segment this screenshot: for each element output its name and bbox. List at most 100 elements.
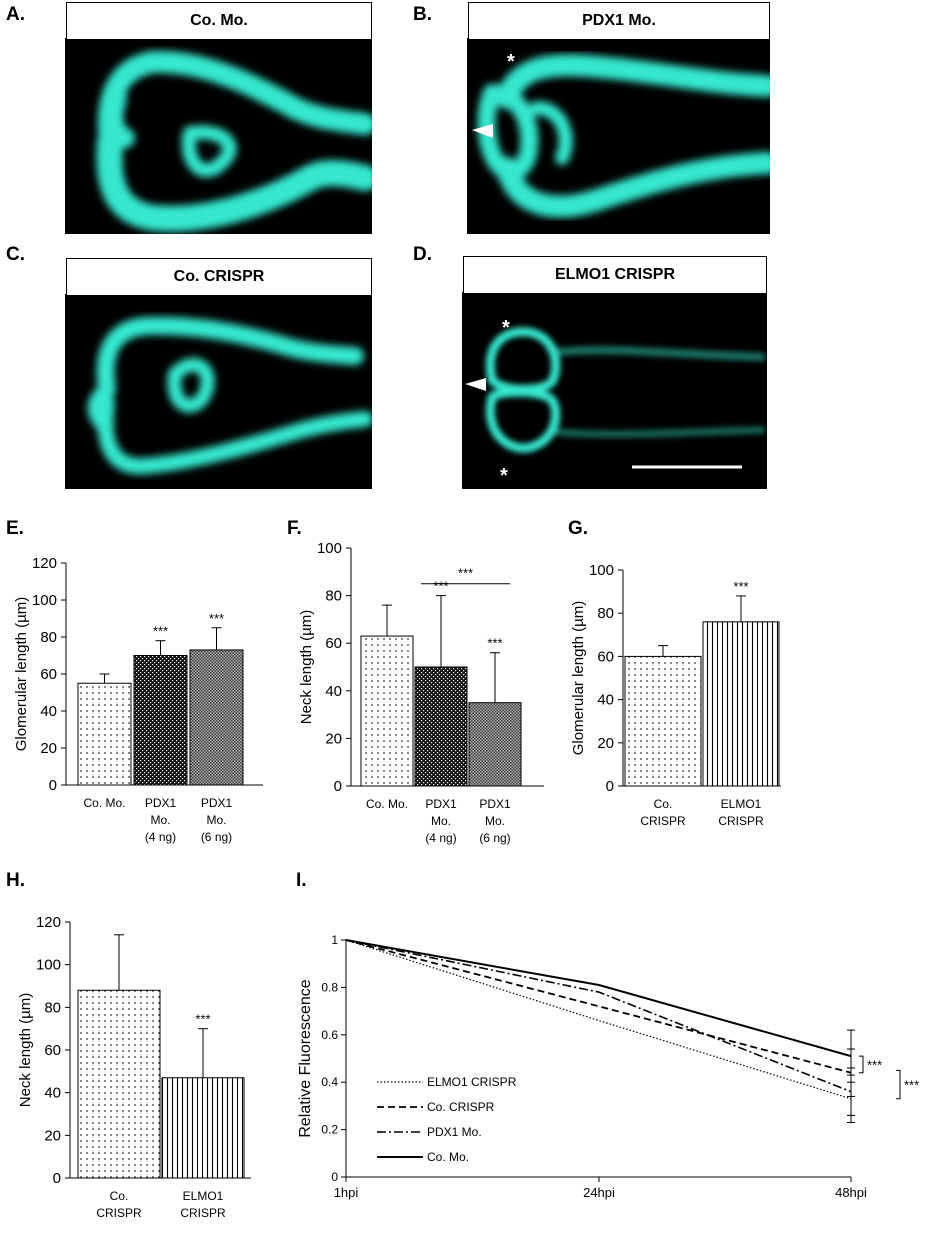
x-tick-label: Mo. — [206, 813, 226, 827]
panel-label-h: H. — [6, 870, 25, 891]
y-tick-label: 100 — [36, 957, 61, 974]
panel-label-i: I. — [296, 870, 307, 891]
y-axis-label: Neck length (µm) — [298, 610, 315, 725]
y-tick-label: 0 — [331, 1170, 338, 1184]
x-tick-label: CRISPR — [640, 814, 686, 828]
y-tick-label: 80 — [325, 588, 342, 605]
y-tick-label: 20 — [325, 730, 342, 747]
x-tick-label: Co. Mo. — [83, 796, 125, 810]
series-line — [345, 939, 852, 1093]
y-axis-label: Neck length (µm) — [17, 993, 34, 1108]
bar — [189, 649, 244, 786]
bar — [77, 989, 161, 1179]
x-tick-label: Mo. — [485, 814, 505, 828]
y-tick-label: 40 — [325, 683, 342, 700]
x-tick-label: CRISPR — [180, 1206, 226, 1220]
x-tick-label: Co. Mo. — [366, 797, 408, 811]
micrograph-b: * — [467, 38, 770, 234]
x-tick-label: Mo. — [431, 814, 451, 828]
series-line — [345, 939, 852, 1074]
panel-label-d: D. — [413, 244, 432, 265]
y-tick-label: 120 — [32, 555, 57, 572]
y-tick-label: 0 — [334, 778, 342, 795]
bar — [77, 682, 132, 786]
title-box-a: Co. Mo. — [66, 2, 372, 40]
panel-label-e: E. — [6, 518, 24, 539]
y-tick-label: 0 — [606, 778, 614, 795]
significance-label: *** — [209, 611, 224, 626]
x-tick-label: (6 ng) — [201, 830, 232, 844]
legend-label: ELMO1 CRISPR — [427, 1075, 517, 1089]
y-tick-label: 60 — [597, 648, 614, 665]
y-tick-label: 100 — [32, 592, 57, 609]
y-tick-label: 100 — [317, 540, 342, 557]
x-tick-label: PDX1 — [425, 797, 457, 811]
bar — [468, 702, 522, 787]
x-tick-label: Mo. — [150, 813, 170, 827]
significance-label: *** — [433, 579, 448, 594]
x-tick-label: Co. — [110, 1189, 129, 1203]
x-tick-label: PDX1 — [479, 797, 511, 811]
y-tick-label: 100 — [589, 562, 614, 579]
x-tick-label: 48hpi — [835, 1185, 867, 1200]
title-box-c: Co. CRISPR — [66, 258, 372, 296]
x-tick-label: (4 ng) — [145, 830, 176, 844]
significance-bracket — [896, 1069, 901, 1100]
x-tick-label: Co. — [654, 797, 673, 811]
x-tick-label: (4 ng) — [425, 831, 456, 845]
y-tick-label: 0.8 — [321, 980, 338, 994]
y-tick-label: 20 — [40, 740, 57, 757]
y-tick-label: 80 — [40, 629, 57, 646]
panel-label-g: G. — [568, 518, 589, 539]
y-tick-label: 20 — [597, 735, 614, 752]
x-tick-label: 1hpi — [334, 1185, 359, 1200]
y-tick-label: 0.2 — [321, 1123, 338, 1137]
title-box-b: PDX1 Mo. — [468, 2, 770, 40]
svg-text:*: * — [500, 465, 508, 487]
legend-label: Co. CRISPR — [427, 1100, 495, 1114]
y-tick-label: 60 — [44, 1042, 61, 1059]
y-tick-label: 120 — [36, 914, 61, 931]
x-tick-label: ELMO1 — [183, 1189, 224, 1203]
chart-i: 0 0.2 0.4 0.6 0.8 1 1hpi 24hpi 48hpi Relative Flu… — [297, 933, 919, 1200]
x-tick-label: (6 ng) — [479, 831, 510, 845]
x-tick-label: PDX1 — [201, 796, 233, 810]
y-axis-label: Glomerular length (µm) — [13, 597, 30, 752]
x-tick-label: PDX1 — [145, 796, 177, 810]
significance-label: *** — [153, 624, 168, 639]
y-tick-label: 0.6 — [321, 1028, 338, 1042]
y-tick-label: 0 — [53, 1170, 61, 1187]
significance-label: *** — [195, 1012, 210, 1027]
y-tick-label: 40 — [40, 703, 57, 720]
title-box-d: ELMO1 CRISPR — [463, 256, 767, 294]
series-line — [345, 939, 852, 1058]
y-tick-label: 20 — [44, 1127, 61, 1144]
panel-label-a: A. — [6, 4, 25, 25]
bar — [161, 1077, 245, 1179]
bar — [133, 655, 188, 786]
y-tick-label: 80 — [597, 605, 614, 622]
y-tick-label: 60 — [325, 635, 342, 652]
chart-h: 0 20 40 60 80 100 120 Neck length (µm) Co. CRISPR… — [17, 914, 251, 1220]
micrograph-d: * * — [462, 292, 767, 489]
y-tick-label: 0.4 — [321, 1075, 338, 1089]
bar — [414, 666, 468, 787]
y-tick-label: 1 — [331, 933, 338, 947]
panel-label-b: B. — [413, 4, 432, 25]
x-tick-label: CRISPR — [718, 814, 764, 828]
y-axis-label: Glomerular length (µm) — [570, 601, 587, 756]
significance-label: *** — [867, 1057, 882, 1072]
bracket-label: *** — [458, 566, 473, 581]
bar — [702, 621, 780, 787]
bar — [624, 655, 702, 787]
significance-bracket — [859, 1055, 864, 1074]
panel-label-c: C. — [6, 244, 25, 265]
chart-g: 0 20 40 60 80 100 Glomerular length (µm) Co. CRI… — [570, 562, 781, 828]
y-tick-label: 40 — [44, 1085, 61, 1102]
bar — [360, 635, 414, 787]
legend-label: Co. Mo. — [427, 1150, 469, 1164]
y-axis-label: Relative Fluorescence — [297, 979, 314, 1137]
panel-label-f: F. — [287, 518, 302, 539]
y-tick-label: 40 — [597, 692, 614, 709]
significance-label: *** — [904, 1078, 919, 1093]
